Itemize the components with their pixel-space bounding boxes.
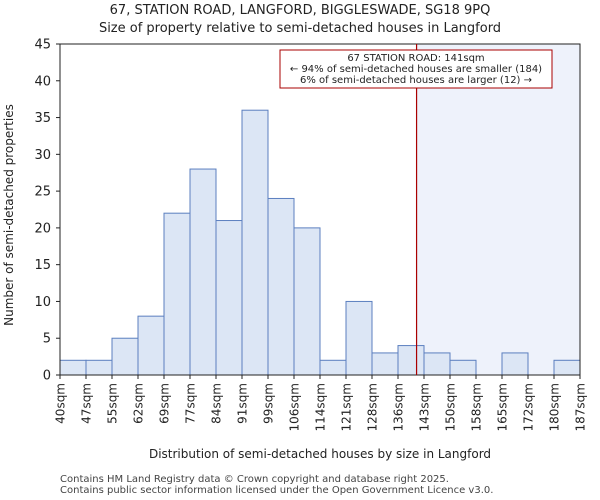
annotation-larger: 6% of semi-detached houses are larger (1… [300,75,532,86]
y-tick-label: 30 [34,148,51,163]
x-tick-label: 158sqm [470,383,484,431]
histogram-bar [293,227,321,376]
histogram-bar [371,352,399,376]
x-tick-label: 84sqm [210,383,224,424]
y-tick-label: 20 [34,221,51,236]
x-tick-label: 165sqm [496,383,510,431]
histogram-bar [215,220,243,376]
x-tick-label: 40sqm [54,383,68,424]
histogram-bar [345,300,373,376]
footer-licence: Contains public sector information licen… [60,485,494,496]
histogram-bar [553,359,581,376]
histogram-bar [85,359,113,376]
x-tick-label: 91sqm [236,383,250,424]
histogram-bar [449,359,477,376]
histogram-bar [241,109,269,376]
y-tick-label: 15 [34,258,51,273]
x-tick-label: 121sqm [340,383,354,431]
y-tick-label: 40 [34,74,51,89]
y-tick-label: 0 [43,369,51,384]
y-tick-label: 25 [34,185,51,200]
footer-copyright: Contains HM Land Registry data © Crown c… [60,474,449,485]
x-tick-label: 106sqm [288,383,302,431]
x-axis-label: Distribution of semi-detached houses by … [149,447,491,461]
histogram-bar [423,352,451,376]
x-tick-label: 55sqm [106,383,120,424]
property-annotation-box [279,49,553,89]
histogram-bar [111,337,139,376]
histogram-bar [319,359,347,376]
y-tick-label: 45 [34,38,51,53]
annotation-smaller: ← 94% of semi-detached houses are smalle… [290,64,542,75]
chart-title-line2: Size of property relative to semi-detach… [98,21,502,36]
x-tick-label: 172sqm [522,383,536,431]
x-tick-label: 114sqm [314,383,328,431]
histogram-bar [59,359,87,376]
x-tick-label: 77sqm [184,383,198,424]
y-tick-label: 10 [34,295,51,310]
x-tick-label: 136sqm [392,383,406,431]
x-tick-label: 143sqm [418,383,432,431]
x-tick-label: 62sqm [132,383,146,424]
histogram-bar [189,168,217,376]
histogram-bar [137,315,165,376]
x-tick-label: 99sqm [262,383,276,424]
y-tick-label: 35 [34,111,51,126]
x-tick-label: 128sqm [366,383,380,431]
x-tick-label: 187sqm [574,383,588,431]
histogram-bar [267,197,295,376]
histogram-bar [163,212,191,376]
histogram-bar [397,345,425,376]
histogram-bar [501,352,529,376]
chart-title-line1: 67, STATION ROAD, LANGFORD, BIGGLESWADE,… [109,3,491,18]
annotation-title: 67 STATION ROAD: 141sqm [347,53,484,64]
x-tick-label: 69sqm [158,383,172,424]
x-tick-label: 150sqm [444,383,458,431]
x-tick-label: 47sqm [80,383,94,424]
y-axis-label: Number of semi-detached properties [2,104,16,326]
larger-region-shading [416,44,580,375]
y-tick-label: 5 [43,332,51,347]
x-tick-label: 180sqm [548,383,562,431]
